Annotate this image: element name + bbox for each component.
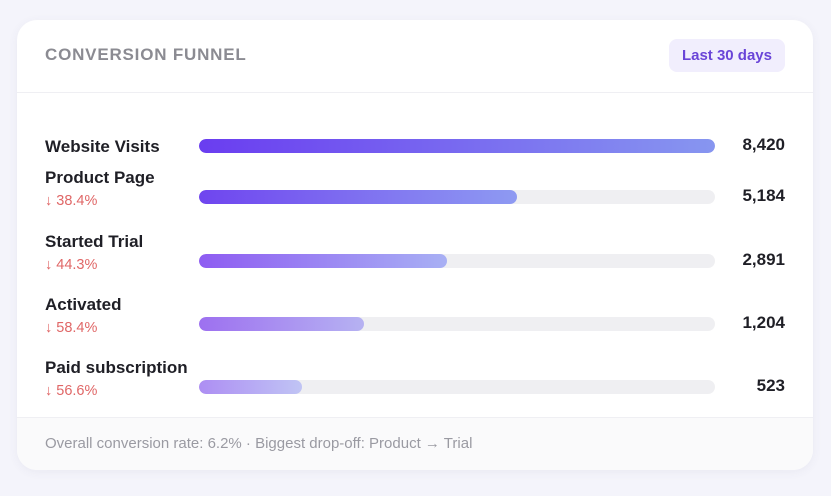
stage-drop-rate: ↓ 58.4% (45, 320, 98, 336)
bar-fill (199, 190, 517, 204)
card-footer: Overall conversion rate: 6.2% · Biggest … (17, 417, 813, 470)
funnel-stage: Website Visits 8,420 (17, 125, 813, 175)
bar-fill (199, 380, 302, 394)
bar-track (199, 254, 715, 268)
stage-label: Activated (45, 295, 122, 314)
card-title: CONVERSION FUNNEL (45, 45, 247, 64)
stage-label: Started Trial (45, 232, 144, 251)
stage-drop-rate: ↓ 44.3% (45, 257, 98, 273)
funnel-stage: Product Page ↓ 38.4% 5,184 (17, 168, 813, 228)
stage-value: 8,420 (742, 135, 785, 154)
funnel-stage: Paid subscription ↓ 56.6% 523 (17, 358, 813, 418)
stage-label: Product Page (45, 168, 155, 187)
funnel-card: CONVERSION FUNNEL Last 30 days Website V… (17, 20, 813, 470)
stage-value: 523 (756, 376, 785, 395)
bar-fill (199, 139, 715, 153)
stage-value: 2,891 (742, 250, 785, 269)
bar-fill (199, 317, 364, 331)
bar-track (199, 190, 715, 204)
stage-label: Paid subscription (45, 358, 188, 377)
bar-track (199, 139, 715, 153)
stage-label: Website Visits (45, 137, 160, 156)
bar-fill (199, 254, 447, 268)
stage-drop-rate: ↓ 38.4% (45, 193, 98, 209)
funnel-stage: Started Trial ↓ 44.3% 2,891 (17, 232, 813, 292)
funnel-stage: Activated ↓ 58.4% 1,204 (17, 295, 813, 355)
stage-value: 1,204 (742, 313, 785, 332)
card-header: CONVERSION FUNNEL Last 30 days (17, 20, 813, 93)
stage-value: 5,184 (742, 186, 785, 205)
stage-drop-rate: ↓ 56.6% (45, 383, 98, 399)
bar-track (199, 380, 715, 394)
bar-track (199, 317, 715, 331)
date-range-button[interactable]: Last 30 days (668, 39, 785, 72)
footer-summary: Overall conversion rate: 6.2% · Biggest … (45, 435, 473, 452)
